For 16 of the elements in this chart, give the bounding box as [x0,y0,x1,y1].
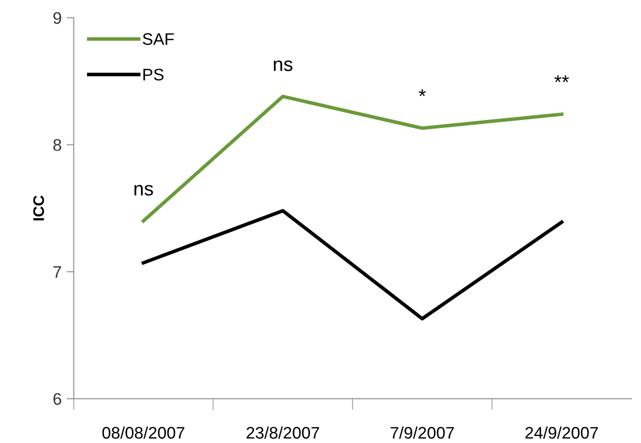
x-tick-label: 7/9/2007 [390,426,454,439]
annotation: * [418,89,426,96]
y-tick-label: 6 [53,393,62,405]
legend-label: SAF [142,33,174,45]
annotation: ns [274,60,292,72]
annotation: ** [554,75,569,82]
x-tick-label: 23/8/2007 [246,426,320,439]
y-tick-label: 9 [53,12,62,24]
legend-label: PS [143,68,164,80]
x-tick-label: 08/08/2007 [102,426,184,439]
y-tick-label: 8 [53,139,62,151]
annotation: ns [134,184,153,196]
y-axis-title: ICC [33,195,44,220]
x-tick-label: 24/9/2007 [525,426,598,439]
y-tick-label: 7 [53,266,62,278]
line-series [142,209,564,320]
